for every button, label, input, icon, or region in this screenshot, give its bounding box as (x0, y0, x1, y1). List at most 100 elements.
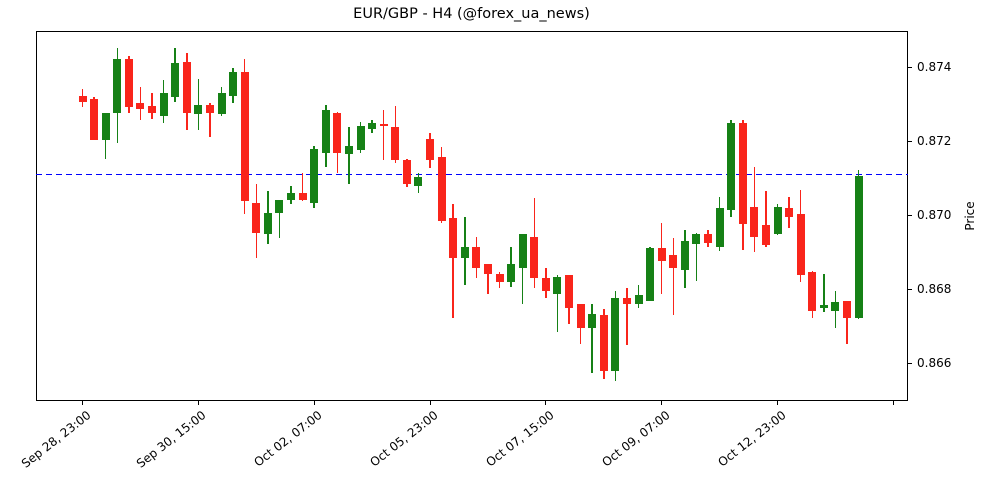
candle-body (634, 295, 643, 305)
candle-body (761, 225, 770, 246)
x-tick (545, 400, 547, 405)
last-close-hline (35, 174, 908, 176)
candle-wick (695, 232, 698, 281)
candle-body (854, 175, 863, 318)
candle-body (796, 214, 805, 275)
candle-body (298, 193, 307, 200)
x-tick-label: Sep 28, 23:00 (18, 407, 94, 471)
candle-body (310, 148, 319, 203)
candle-wick (521, 233, 524, 304)
candle-wick (452, 203, 454, 318)
candle-body (252, 202, 261, 233)
x-tick (197, 400, 199, 405)
y-tick (908, 363, 912, 364)
candle-body (414, 176, 423, 186)
y-tick-label: 0.870 (917, 207, 952, 222)
candle-body (518, 234, 527, 268)
candle-body (611, 297, 620, 371)
candle-body (217, 93, 226, 115)
candle-body (692, 233, 701, 244)
candle-body (785, 208, 794, 218)
candle-body (136, 102, 145, 109)
candle-body (750, 207, 759, 238)
x-tick (429, 400, 431, 405)
candle-wick (591, 303, 593, 374)
candle-body (240, 71, 249, 201)
candle-body (553, 276, 562, 294)
candle-wick (765, 191, 767, 248)
x-tick (313, 400, 315, 405)
candle-body (541, 277, 550, 291)
candle-body (263, 212, 272, 234)
x-tick-label: Oct 05, 23:00 (367, 407, 441, 470)
candle-body (727, 122, 736, 211)
x-tick-label: Oct 07, 15:00 (483, 407, 557, 470)
candle-body (275, 200, 284, 213)
candle-body (101, 113, 110, 141)
candle-wick (846, 300, 848, 344)
candle-body (530, 236, 539, 279)
candle-body (576, 304, 585, 329)
candle-body (715, 208, 724, 248)
chart-title: EUR/GBP - H4 (@forex_ua_news) (353, 6, 590, 22)
candle-wick (556, 275, 559, 333)
candle-body (831, 302, 840, 311)
candle-body (819, 305, 828, 309)
candle-wick (197, 78, 200, 131)
candle-body (344, 145, 353, 155)
axes-border (35, 30, 908, 401)
candle-body (333, 112, 342, 154)
candle-wick (278, 199, 281, 239)
candle-body (472, 246, 481, 268)
candle-body (808, 272, 817, 311)
candle-body (113, 58, 122, 114)
candle-body (356, 125, 365, 150)
candle-body (449, 218, 458, 259)
candle-body (426, 138, 435, 161)
candle-body (704, 233, 713, 243)
y-tick (908, 141, 912, 142)
candle-wick (626, 287, 628, 346)
candle-wick (382, 110, 385, 161)
x-tick-label: Sep 30, 15:00 (134, 407, 209, 471)
candle-body (148, 105, 157, 114)
candle-body (483, 264, 492, 274)
candle-body (599, 315, 608, 371)
y-tick (908, 289, 912, 290)
candle-body (402, 159, 411, 185)
y-tick-label: 0.866 (917, 355, 952, 370)
candle-wick (209, 103, 211, 137)
candle-body (287, 192, 296, 200)
y-tick-label: 0.874 (917, 59, 952, 74)
candle-body (773, 207, 782, 234)
y-tick-label: 0.872 (917, 133, 952, 148)
candle-body (507, 263, 516, 283)
candle-body (171, 62, 180, 98)
candle-body (229, 71, 238, 96)
candle-body (437, 157, 446, 221)
candle-body (646, 248, 655, 301)
candle-wick (487, 263, 489, 294)
x-tick-label: Oct 09, 07:00 (599, 407, 673, 470)
candle-body (460, 247, 469, 259)
candle-body (90, 98, 99, 140)
candle-wick (301, 172, 304, 202)
x-tick-label: Oct 12, 23:00 (714, 407, 789, 470)
x-tick (892, 400, 894, 405)
candle-body (738, 123, 747, 224)
candle-wick (823, 273, 825, 313)
candle-body (588, 313, 597, 328)
candle-body (495, 273, 504, 283)
candle-wick (672, 238, 675, 315)
candle-body (205, 104, 214, 113)
candle-body (379, 124, 388, 127)
candle-body (657, 248, 666, 261)
candle-body (391, 127, 400, 161)
y-axis-title: Price (963, 200, 977, 231)
candle-body (680, 240, 689, 270)
candle-body (843, 301, 852, 318)
x-tick (82, 400, 84, 405)
candle-body (124, 58, 133, 108)
